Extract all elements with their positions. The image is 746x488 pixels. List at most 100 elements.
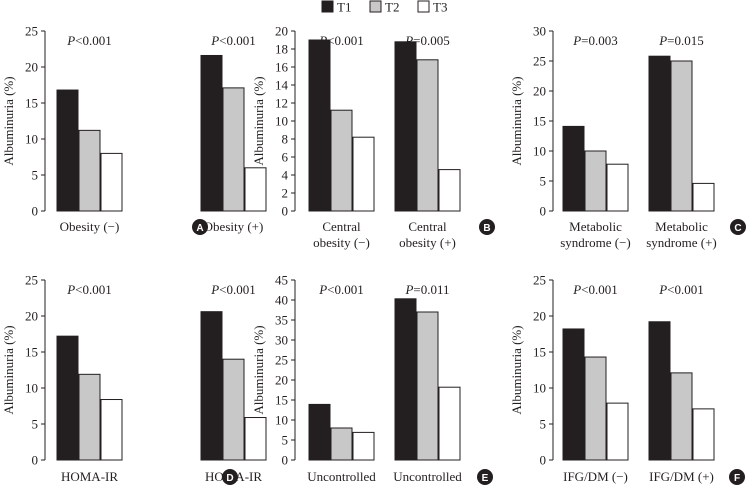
legend-swatch-t2 — [369, 0, 382, 13]
panel-a-bar-g2-t1 — [200, 54, 223, 212]
panel-c-pvalue-text: =0.015 — [667, 33, 704, 48]
panel-c-bar-g1-t3 — [606, 163, 629, 212]
panel-c-ytick-label: 30 — [533, 24, 546, 39]
panel-b-ylabel: Albuminuria (%) — [251, 76, 266, 165]
panel-c-ylabel: Albuminuria (%) — [509, 76, 524, 165]
panel-b-ytick-label: 0 — [282, 204, 289, 219]
panel-e-pvalue-symbol: P — [404, 282, 413, 297]
panel-a-badge-letter: A — [196, 223, 203, 234]
panel-e-bar-g2-t1 — [394, 298, 417, 461]
panel-e-bar-g1-t3 — [352, 431, 375, 461]
panel-b-ytick-label: 20 — [275, 24, 288, 39]
panel-c-category-line: Metabolic — [655, 219, 708, 234]
panel-b-ytick-label: 4 — [282, 168, 289, 183]
panel-e-category-line: Uncontrolled — [393, 469, 462, 484]
panel-d-ytick-label: 5 — [32, 417, 39, 432]
panel-f-category-line: IFG/DM (+) — [649, 469, 714, 484]
panel-e-bar-g1-t2 — [330, 427, 353, 461]
panel-b-category-line: obesity (+) — [399, 235, 456, 250]
panel-b-bar-g1-t3 — [352, 136, 375, 212]
panel-b-ytick-label: 18 — [275, 42, 288, 57]
panel-e-ytick-label: 10 — [275, 413, 288, 428]
panel-b-ytick-label: 8 — [282, 132, 289, 147]
panel-c-category-line: Metabolic — [569, 219, 622, 234]
panel-e-category-label-2: Uncontrolled — [393, 469, 462, 484]
panel-c-category-label-2: Metabolic syndrome (+) — [646, 219, 717, 250]
panel-d-ytick-label: 15 — [25, 345, 38, 360]
panel-c-bar-g2-t1 — [648, 55, 671, 212]
panel-d-ytick-label: 10 — [25, 381, 38, 396]
panel-e-ylabel: Albuminuria (%) — [251, 325, 266, 414]
panel-d-ytick-label: 20 — [25, 309, 38, 324]
panel-e-ytick-label: 45 — [275, 273, 288, 288]
panel-c-bar-g1-t2 — [584, 150, 607, 212]
panel-a-category-line: Obesity (+) — [204, 219, 264, 234]
panel-a-pvalue-symbol: P — [66, 33, 75, 48]
panel-a-ylabel: Albuminuria (%) — [1, 76, 16, 165]
panel-c-ytick-label: 15 — [533, 114, 546, 129]
panel-f-badge — [729, 469, 745, 485]
panel-b-ytick-label: 10 — [275, 114, 288, 129]
panel-b-ytick-label: 6 — [282, 150, 289, 165]
panel-b-bar-g2-t3 — [438, 169, 461, 212]
panel-d-category-label-1: HOMA-IR — [61, 469, 118, 484]
panel-d-bar-g2-t3 — [244, 417, 267, 461]
panel-f-ytick-label: 10 — [533, 381, 546, 396]
panel-a-bar-g1-t1 — [56, 89, 79, 212]
panel-d-pvalue-2: P<0.001 — [210, 282, 256, 297]
panel-c-badge-letter: C — [734, 223, 741, 234]
panel-c-ytick-label: 0 — [540, 204, 547, 219]
panel-c-bar-g2-t3 — [692, 182, 715, 212]
panel-b-pvalue-text: <0.001 — [327, 33, 364, 48]
panel-a-pvalue-symbol: P — [210, 33, 219, 48]
panel-d-bar-g1-t1 — [56, 335, 79, 461]
panel-e-bar-g2-t2 — [416, 311, 439, 461]
panel-f-bar-g2-t2 — [670, 372, 693, 461]
legend-swatch-t3 — [417, 0, 430, 13]
panel-f-bar-g1-t2 — [584, 356, 607, 461]
panel-e-category-label-1: Uncontrolled — [307, 469, 376, 484]
panel-b-category-line: Central — [408, 219, 447, 234]
panel-f-category-label-1: IFG/DM (−) — [563, 469, 628, 484]
panel-b-badge-letter: B — [483, 223, 490, 234]
panel-a-pvalue-text: <0.001 — [219, 33, 256, 48]
panel-b-ytick-label: 2 — [282, 186, 289, 201]
legend: T1 T2 T3 — [321, 0, 447, 15]
panel-f-pvalue-2: P<0.001 — [658, 282, 704, 297]
legend-swatch-t1 — [321, 0, 334, 13]
panel-e-pvalue-symbol: P — [318, 282, 327, 297]
panel-a-ytick-label: 10 — [25, 132, 38, 147]
panel-e-ytick-label: 0 — [282, 453, 289, 468]
panel-c-bar-g2-t2 — [670, 60, 693, 212]
panel-e-ytick-label: 15 — [275, 393, 288, 408]
panel-f-pvalue-symbol: P — [658, 282, 667, 297]
panel-f-ytick-label: 15 — [533, 345, 546, 360]
panel-f-category-line: IFG/DM (−) — [563, 469, 628, 484]
panel-b-bar-g1-t2 — [330, 109, 353, 212]
panel-f-ylabel: Albuminuria (%) — [509, 325, 524, 414]
panel-b-bar-g2-t2 — [416, 59, 439, 212]
panel-a-pvalue-text: <0.001 — [75, 33, 112, 48]
legend-label-t3: T3 — [433, 0, 447, 15]
panel-d-ytick-label: 25 — [25, 273, 38, 288]
panel-e-ytick-label: 35 — [275, 313, 288, 328]
legend-label-t2: T2 — [385, 0, 399, 15]
panel-a-bar-g2-t3 — [244, 167, 267, 212]
panel-f-bar-g1-t3 — [606, 402, 629, 461]
panel-e-ytick-label: 30 — [275, 333, 288, 348]
panel-d-bar-g1-t2 — [78, 373, 101, 461]
panel-f-pvalue-symbol: P — [572, 282, 581, 297]
panel-e-category-line: Uncontrolled — [307, 469, 376, 484]
panel-b-bar-g1-t1 — [308, 39, 331, 212]
panel-e-ytick-label: 25 — [275, 353, 288, 368]
panel-c-ytick-label: 25 — [533, 54, 546, 69]
panel-d-bar-g1-t3 — [100, 399, 123, 461]
panel-d-ylabel: Albuminuria (%) — [1, 325, 16, 414]
panel-c-pvalue-text: =0.003 — [581, 33, 618, 48]
panel-b-pvalue-2: P=0.005 — [404, 33, 450, 48]
panel-f-bar-g2-t3 — [692, 408, 715, 461]
panel-f-badge-letter: F — [734, 473, 740, 484]
panel-d-ytick-label: 0 — [32, 453, 39, 468]
